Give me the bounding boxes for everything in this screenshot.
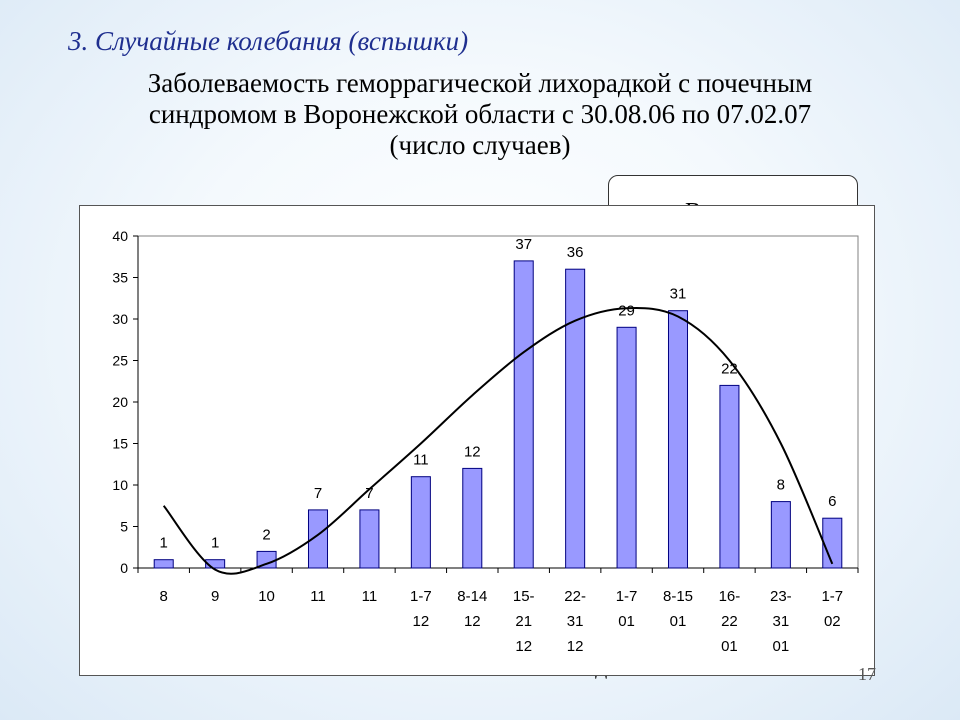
trend-line: [162, 306, 834, 575]
title-line-2: синдромом в Воронежской области с 30.08.…: [148, 99, 812, 129]
data-label: 7: [314, 485, 322, 502]
x-tick-label: 22-31 12: [564, 588, 586, 655]
bar: [770, 501, 791, 569]
x-tick-label: 9: [211, 588, 219, 605]
bar: [667, 310, 689, 569]
data-label: 8: [777, 477, 785, 494]
data-label: 36: [567, 244, 584, 261]
x-tick-label: 8: [160, 588, 168, 605]
y-tick-label: 40: [112, 228, 128, 244]
bar: [565, 268, 586, 569]
y-tick-label: 15: [112, 436, 128, 452]
bar: [513, 260, 534, 569]
bar: [410, 476, 431, 569]
x-tick-label: 1-7 12: [410, 588, 432, 630]
slide-heading: 3. Случайные колебания (вспышки): [68, 26, 469, 56]
y-tick-label: 35: [112, 270, 128, 286]
data-label: 31: [670, 286, 687, 303]
data-label: 11: [413, 452, 429, 469]
bar: [359, 509, 380, 569]
plot-area: [137, 235, 859, 569]
x-tick-label: 8-14 12: [457, 588, 487, 630]
data-label: 1: [211, 535, 219, 552]
x-tick-label: 23-31 01: [770, 588, 792, 655]
data-label: 1: [160, 535, 168, 552]
y-tick-label: 5: [120, 519, 128, 535]
bar: [822, 517, 843, 569]
chart-frame: 0 5 10 15 20 25 30 35 40 1 1 2 7 7 11 12 37 36 29 31 22 8 6 8 9 1…: [79, 205, 875, 676]
data-label: 2: [262, 526, 270, 543]
y-tick-label: 25: [112, 353, 128, 369]
bar: [153, 559, 174, 569]
y-tick-label: 30: [112, 311, 128, 327]
title-line-3: (число случаев): [389, 130, 571, 160]
page-number: 17: [858, 664, 876, 684]
y-tick-label: 10: [112, 477, 128, 493]
data-label: 7: [365, 485, 373, 502]
bar: [616, 326, 637, 569]
x-tick-label: 15-21 12: [513, 588, 535, 655]
x-tick-label: 16-22 01: [719, 588, 741, 655]
y-tick-label: 20: [112, 394, 128, 410]
x-tick-label: 8-15 01: [663, 588, 693, 630]
data-label: 12: [464, 443, 481, 460]
x-tick-label: 11: [310, 588, 326, 605]
slide-title: Заболеваемость геморрагической лихорадко…: [60, 68, 900, 161]
x-tick-label: 11: [362, 588, 378, 605]
x-tick-label: 1-7 02: [821, 588, 843, 630]
data-label: 37: [515, 236, 532, 253]
bar: [462, 467, 483, 569]
y-tick-label: 0: [120, 560, 128, 576]
title-line-1: Заболеваемость геморрагической лихорадко…: [147, 68, 813, 98]
x-tick-label: 1-7 01: [616, 588, 638, 630]
bar: [307, 509, 329, 569]
data-label: 29: [618, 302, 635, 319]
bar: [719, 384, 740, 569]
data-label: 6: [828, 493, 836, 510]
x-tick-label: 10: [258, 588, 275, 605]
bar: [205, 559, 226, 569]
